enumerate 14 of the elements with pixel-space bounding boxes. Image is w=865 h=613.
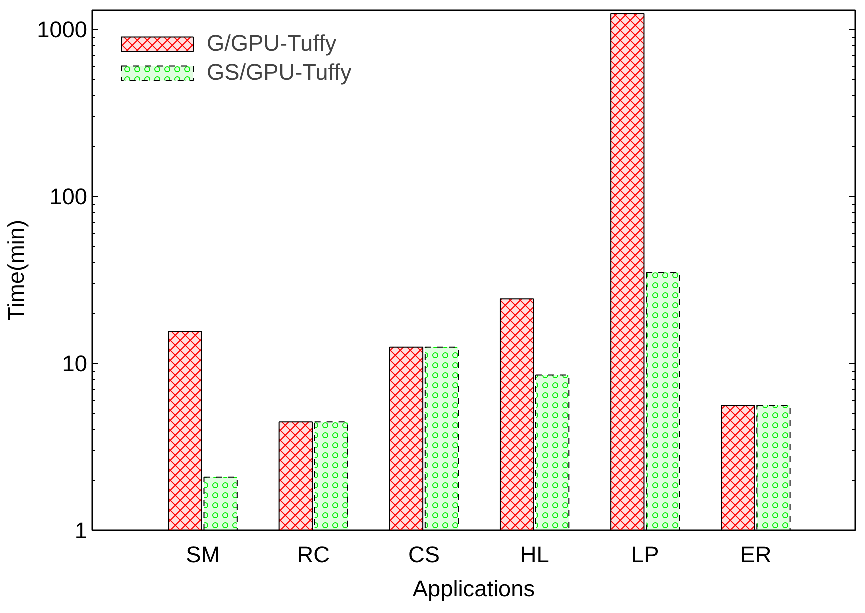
y-tick-label: 10 [62,350,88,377]
legend-label: GS/GPU-Tuffy [207,59,352,86]
x-tick-label: SM [186,542,220,568]
x-tick-label: RC [297,542,330,568]
x-tick-label: HL [520,542,550,568]
x-tick-label: CS [408,542,440,568]
y-axis-title: Time(min) [3,220,30,322]
legend-label: G/GPU-Tuffy [207,30,337,57]
x-tick-label: LP [632,542,660,568]
x-axis-title: Applications [412,576,536,602]
x-tick-label: ER [740,542,772,568]
y-tick-label: 1 [74,518,88,544]
y-tick-label: 100 [50,184,88,210]
y-tick-label: 1000 [37,16,88,43]
